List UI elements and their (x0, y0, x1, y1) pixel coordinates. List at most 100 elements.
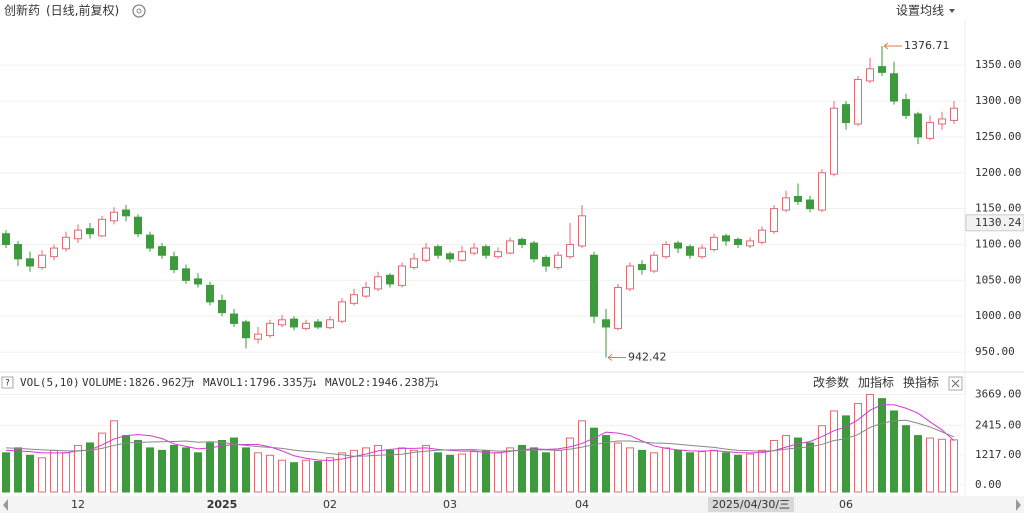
volume-bar (446, 454, 454, 493)
y-tick-label: 3669.00 (975, 387, 1021, 400)
min-arrow (607, 354, 626, 361)
dropdown-arrow (949, 9, 955, 13)
candle-body (878, 66, 886, 73)
volume-bar (206, 442, 214, 493)
candle (782, 190, 790, 213)
candle-body (842, 104, 850, 124)
volume-bar (674, 449, 682, 493)
candle-body (794, 195, 802, 202)
candle-body (338, 301, 346, 322)
volume-bar (626, 447, 634, 493)
candle (554, 251, 562, 270)
y-tick-label: 1250.00 (975, 130, 1021, 143)
volume-bar (866, 393, 874, 493)
set-ma-button[interactable]: 设置均线 (896, 4, 944, 18)
volume-bar (362, 447, 370, 493)
candle (650, 251, 658, 274)
candle (410, 253, 418, 270)
ma-line (5, 404, 955, 461)
candle (566, 222, 574, 259)
candle-body (806, 199, 814, 210)
candle-body (110, 211, 118, 222)
candle (38, 250, 46, 270)
volume-bar (890, 410, 898, 493)
candle-body (422, 247, 430, 261)
candle-body (182, 268, 190, 281)
volume-bar (122, 435, 130, 493)
candle (158, 243, 166, 259)
volume-bar (470, 451, 478, 493)
candle-body (146, 234, 154, 249)
candle (518, 237, 526, 249)
candle (122, 205, 130, 222)
candle (722, 233, 730, 246)
candle (86, 222, 94, 239)
volume-bar (338, 452, 346, 493)
help-icon[interactable]: ? (1, 376, 14, 389)
candle (950, 101, 958, 124)
button[interactable]: 换指标 (903, 375, 939, 390)
candle-body (506, 240, 514, 254)
button[interactable]: 改参数 (813, 375, 849, 390)
volume-bar (722, 452, 730, 493)
candle (770, 205, 778, 234)
settings-icon[interactable] (132, 4, 146, 18)
candle (494, 247, 502, 259)
candle (374, 271, 382, 292)
candle (710, 233, 718, 252)
candle (74, 224, 82, 244)
candle (302, 319, 310, 331)
candle-body (782, 197, 790, 211)
scroll-left[interactable] (3, 499, 8, 511)
volume-bar (170, 444, 178, 493)
volume-bar (830, 410, 838, 493)
candle (146, 231, 154, 252)
arrow-down: ↓ (311, 376, 318, 389)
scroll-right[interactable] (1016, 499, 1021, 511)
candle-body (86, 228, 94, 235)
candle-body (710, 236, 718, 251)
volume-bar (314, 460, 322, 493)
volume-bar (302, 459, 310, 493)
candle (698, 244, 706, 259)
volume-bar (818, 425, 826, 493)
volume-bar (518, 444, 526, 493)
arrow-up: ↑ (189, 376, 196, 389)
candle-body (230, 313, 238, 324)
candle (590, 251, 598, 324)
candle (386, 273, 394, 288)
volume-bar (458, 453, 466, 493)
volume-bar (698, 451, 706, 493)
volume-bar (782, 435, 790, 493)
candle (674, 240, 682, 254)
svg-text:?: ? (5, 379, 10, 389)
candle (134, 214, 142, 238)
close-button[interactable] (948, 376, 963, 391)
volume-bar (278, 459, 286, 493)
candle (482, 244, 490, 259)
volume-bar (578, 420, 586, 493)
volume-bar (110, 420, 118, 493)
candle (506, 237, 514, 255)
volume-bar (194, 452, 202, 493)
candle (794, 183, 802, 206)
candle-body (326, 319, 334, 329)
candle-body (2, 233, 10, 245)
volume-bar (482, 449, 490, 493)
y-tick-label: 1200.00 (975, 166, 1021, 179)
candle-body (98, 218, 106, 237)
candle-body (818, 172, 826, 211)
y-tick-label: 1050.00 (975, 273, 1021, 286)
volume-bar (290, 462, 298, 493)
candle-body (854, 79, 862, 125)
candle-body (26, 258, 34, 267)
candle-body (362, 287, 370, 297)
volume-bar (686, 452, 694, 493)
candle (758, 226, 766, 245)
candle (806, 195, 814, 213)
button[interactable]: 加指标 (858, 375, 894, 390)
candle (110, 207, 118, 225)
candle-body (866, 68, 874, 82)
candle-body (518, 238, 526, 245)
candle (50, 244, 58, 261)
